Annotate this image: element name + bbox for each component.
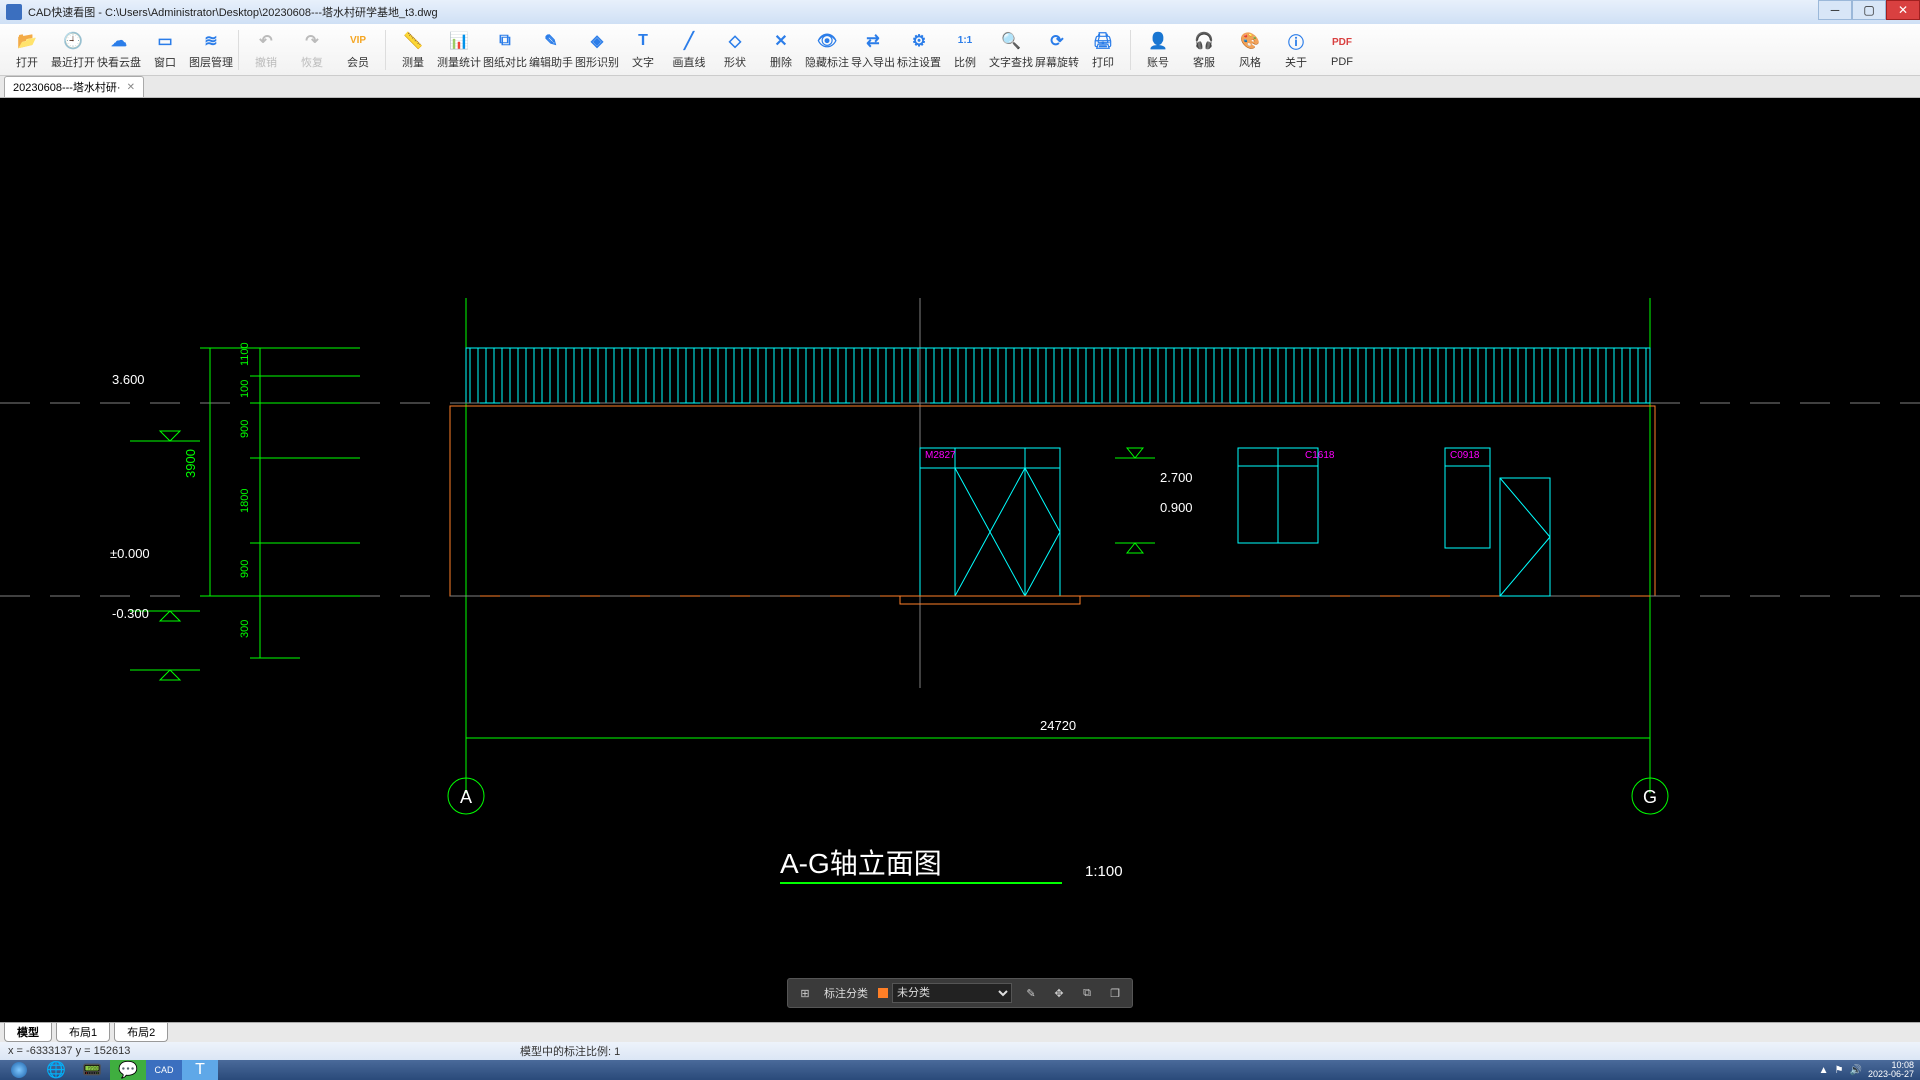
tool-恢复[interactable]: ↷恢复 bbox=[289, 25, 335, 75]
tag-m2827: M2827 bbox=[925, 450, 956, 461]
tool-导入导出[interactable]: ⇄导入导出 bbox=[850, 25, 896, 75]
level-2700: 2.700 bbox=[1160, 470, 1193, 485]
annotation-label: 标注分类 bbox=[824, 985, 868, 1001]
taskbar-cad[interactable]: CAD bbox=[146, 1060, 182, 1080]
category-select[interactable]: 未分类 bbox=[892, 983, 1012, 1003]
level-0900: 0.900 bbox=[1160, 500, 1193, 515]
tool-图层管理[interactable]: ≋图层管理 bbox=[188, 25, 234, 75]
coord-readout: x = -6333137 y = 152613 bbox=[8, 1045, 130, 1057]
tool-形状[interactable]: ◇形状 bbox=[712, 25, 758, 75]
tray-icon[interactable]: 🔊 bbox=[1850, 1065, 1862, 1076]
tool-快看云盘[interactable]: ☁快看云盘 bbox=[96, 25, 142, 75]
window-title: CAD快速看图 - C:\Users\Administrator\Desktop… bbox=[28, 4, 438, 20]
document-tab-label: 20230608---塔水村研· bbox=[13, 79, 121, 95]
tool-关于[interactable]: ⓘ关于 bbox=[1273, 25, 1319, 75]
minimize-button[interactable]: ─ bbox=[1818, 0, 1852, 20]
layout-tabstrip: 模型布局1布局2 bbox=[0, 1022, 1920, 1042]
tray-icon[interactable]: ⚑ bbox=[1835, 1065, 1844, 1076]
dim-100: 100 bbox=[239, 380, 251, 398]
dim-900b: 900 bbox=[239, 560, 251, 578]
scale-readout: 模型中的标注比例: 1 bbox=[520, 1043, 620, 1059]
axis-g: G bbox=[1643, 787, 1657, 807]
status-bar: x = -6333137 y = 152613 模型中的标注比例: 1 bbox=[0, 1042, 1920, 1060]
dim-24720: 24720 bbox=[1040, 718, 1076, 733]
tool-撤销[interactable]: ↶撤销 bbox=[243, 25, 289, 75]
tool-客服[interactable]: 🎧客服 bbox=[1181, 25, 1227, 75]
category-swatch bbox=[878, 988, 888, 998]
drawing-title: A-G轴立面图 bbox=[780, 848, 942, 879]
tool-屏幕旋转[interactable]: ⟳屏幕旋转 bbox=[1034, 25, 1080, 75]
taskbar-wechat[interactable]: 💬 bbox=[110, 1060, 146, 1080]
tag-c1618: C1618 bbox=[1305, 450, 1335, 461]
layers-icon[interactable]: ❐ bbox=[1106, 984, 1124, 1002]
taskbar-calc[interactable]: 📟 bbox=[74, 1060, 110, 1080]
tool-PDF[interactable]: PDFPDF bbox=[1319, 25, 1365, 75]
tool-打印[interactable]: 🖨打印 bbox=[1080, 25, 1126, 75]
tool-测量[interactable]: 📏测量 bbox=[390, 25, 436, 75]
move-icon[interactable]: ✥ bbox=[1050, 984, 1068, 1002]
annotation-toolbar[interactable]: ⊞ 标注分类 未分类 ✎ ✥ ⧉ ❐ bbox=[787, 978, 1133, 1008]
system-tray[interactable]: ▲ ⚑ 🔊 10:08 2023-06-27 bbox=[1819, 1060, 1914, 1080]
taskbar-ie[interactable]: 🌐 bbox=[38, 1060, 74, 1080]
tool-隐藏标注[interactable]: 👁隐藏标注 bbox=[804, 25, 850, 75]
tray-icon[interactable]: ▲ bbox=[1819, 1065, 1829, 1076]
tool-文字查找[interactable]: 🔍文字查找 bbox=[988, 25, 1034, 75]
copy-icon[interactable]: ⧉ bbox=[1078, 984, 1096, 1002]
axis-a: A bbox=[460, 787, 472, 807]
tool-测量统计[interactable]: 📊测量统计 bbox=[436, 25, 482, 75]
titlebar: CAD快速看图 - C:\Users\Administrator\Desktop… bbox=[0, 0, 1920, 24]
dim-300: 300 bbox=[239, 620, 251, 638]
level-m0300: -0.300 bbox=[112, 606, 149, 621]
layout-tab-布局1[interactable]: 布局1 bbox=[56, 1023, 110, 1042]
tag-c0918: C0918 bbox=[1450, 450, 1480, 461]
app-icon bbox=[6, 4, 22, 20]
taskbar-app[interactable]: T bbox=[182, 1060, 218, 1080]
maximize-button[interactable]: ▢ bbox=[1852, 0, 1886, 20]
level-0000: ±0.000 bbox=[110, 546, 150, 561]
tool-文字[interactable]: T文字 bbox=[620, 25, 666, 75]
document-tabstrip: 20230608---塔水村研· ✕ bbox=[0, 76, 1920, 98]
start-button[interactable] bbox=[0, 1060, 38, 1080]
dim-3900: 3900 bbox=[183, 449, 198, 478]
tool-窗口[interactable]: ▭窗口 bbox=[142, 25, 188, 75]
layout-tab-布局2[interactable]: 布局2 bbox=[114, 1023, 168, 1042]
dim-1800: 1800 bbox=[239, 489, 251, 513]
cad-drawing: 2.700 0.900 3900 1100 100 900 1800 900 3… bbox=[0, 98, 1920, 1022]
drawing-scale: 1:100 bbox=[1085, 863, 1123, 880]
tool-最近打开[interactable]: 🕘最近打开 bbox=[50, 25, 96, 75]
drawing-canvas[interactable]: 2.700 0.900 3900 1100 100 900 1800 900 3… bbox=[0, 98, 1920, 1022]
level-3600: 3.600 bbox=[112, 372, 145, 387]
grid-icon[interactable]: ⊞ bbox=[796, 984, 814, 1002]
tool-删除[interactable]: ✕删除 bbox=[758, 25, 804, 75]
edit-icon[interactable]: ✎ bbox=[1022, 984, 1040, 1002]
tool-风格[interactable]: 🎨风格 bbox=[1227, 25, 1273, 75]
tool-会员[interactable]: VIP会员 bbox=[335, 25, 381, 75]
windows-taskbar[interactable]: 🌐 📟 💬 CAD T ▲ ⚑ 🔊 10:08 2023-06-27 bbox=[0, 1060, 1920, 1080]
tool-标注设置[interactable]: ⚙标注设置 bbox=[896, 25, 942, 75]
tool-图形识别[interactable]: ◈图形识别 bbox=[574, 25, 620, 75]
tool-编辑助手[interactable]: ✎编辑助手 bbox=[528, 25, 574, 75]
layout-tab-模型[interactable]: 模型 bbox=[4, 1023, 52, 1042]
tool-账号[interactable]: 👤账号 bbox=[1135, 25, 1181, 75]
dim-1100: 1100 bbox=[239, 342, 251, 366]
document-tab[interactable]: 20230608---塔水村研· ✕ bbox=[4, 76, 144, 97]
main-toolbar: 📂打开🕘最近打开☁快看云盘▭窗口≋图层管理↶撤销↷恢复VIP会员📏测量📊测量统计… bbox=[0, 24, 1920, 76]
close-button[interactable]: ✕ bbox=[1886, 0, 1920, 20]
tool-打开[interactable]: 📂打开 bbox=[4, 25, 50, 75]
clock[interactable]: 10:08 2023-06-27 bbox=[1868, 1061, 1914, 1079]
close-tab-icon[interactable]: ✕ bbox=[127, 82, 135, 93]
tool-比例[interactable]: 1:1比例 bbox=[942, 25, 988, 75]
tool-画直线[interactable]: ╱画直线 bbox=[666, 25, 712, 75]
dim-900a: 900 bbox=[239, 420, 251, 438]
tool-图纸对比[interactable]: ⧉图纸对比 bbox=[482, 25, 528, 75]
